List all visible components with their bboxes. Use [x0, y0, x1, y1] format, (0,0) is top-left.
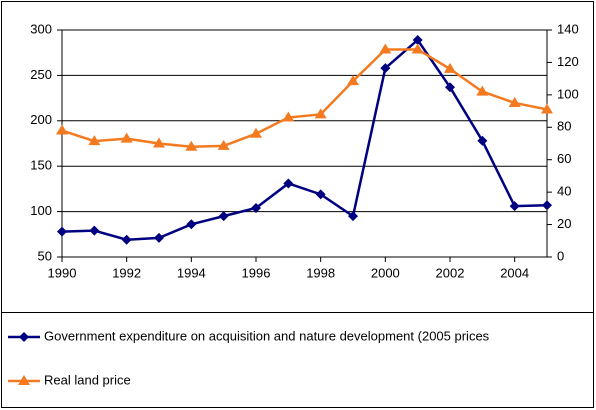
marker: [541, 103, 553, 114]
marker: [411, 43, 424, 54]
marker: [250, 127, 262, 138]
legend-marker: [18, 375, 30, 385]
x-tick-label: 1990: [48, 265, 77, 280]
marker: [508, 96, 521, 107]
y2-tick-label: 140: [557, 21, 579, 36]
y-tick-label: 300: [30, 21, 52, 36]
x-tick-label: 1992: [112, 265, 141, 280]
marker: [251, 202, 261, 213]
x-tick-label: 1994: [177, 265, 206, 280]
y-tick-label: 50: [38, 248, 52, 263]
series-line: [61, 48, 548, 148]
y-tick-label: 100: [30, 203, 52, 218]
y2-tick-label: 20: [557, 216, 571, 231]
y2-tick-label: 0: [557, 248, 564, 263]
marker: [89, 225, 100, 236]
marker: [348, 211, 358, 222]
marker: [217, 139, 230, 150]
marker: [380, 63, 391, 74]
marker: [56, 124, 68, 135]
plot-area: [61, 29, 548, 258]
y2-tick-label: 60: [557, 151, 571, 166]
marker: [185, 140, 198, 151]
marker: [445, 82, 455, 93]
y-tick-label: 150: [30, 158, 52, 173]
marker: [57, 226, 67, 237]
marker: [412, 34, 423, 45]
marker: [315, 189, 326, 200]
marker: [444, 62, 456, 73]
y-tick-label: 200: [30, 112, 52, 127]
marker: [379, 43, 392, 54]
y2-tick-label: 100: [557, 86, 579, 101]
marker: [218, 211, 229, 222]
marker: [120, 132, 133, 143]
marker: [153, 137, 165, 148]
legend-label: Government expenditure on acquisition an…: [44, 328, 490, 343]
x-tick-label: 2002: [436, 265, 465, 280]
marker: [476, 85, 489, 96]
marker: [477, 135, 488, 146]
marker: [347, 75, 359, 86]
y-tick-label: 250: [30, 67, 52, 82]
marker: [282, 111, 295, 122]
legend-marker: [19, 332, 29, 342]
x-tick-label: 1998: [306, 265, 335, 280]
marker: [314, 108, 327, 119]
y2-tick-label: 40: [557, 184, 571, 199]
marker: [88, 135, 101, 146]
x-tick-label: 2000: [371, 265, 400, 280]
marker: [121, 234, 132, 245]
marker: [542, 200, 552, 211]
marker: [154, 232, 164, 243]
marker: [186, 219, 197, 230]
legend-label: Real land price: [44, 372, 131, 387]
y2-tick-label: 120: [557, 54, 579, 69]
x-tick-label: 2004: [500, 265, 529, 280]
y2-tick-label: 80: [557, 119, 571, 134]
marker: [509, 201, 520, 212]
series-line: [61, 38, 548, 242]
x-tick-label: 1996: [242, 265, 271, 280]
marker: [283, 178, 294, 189]
